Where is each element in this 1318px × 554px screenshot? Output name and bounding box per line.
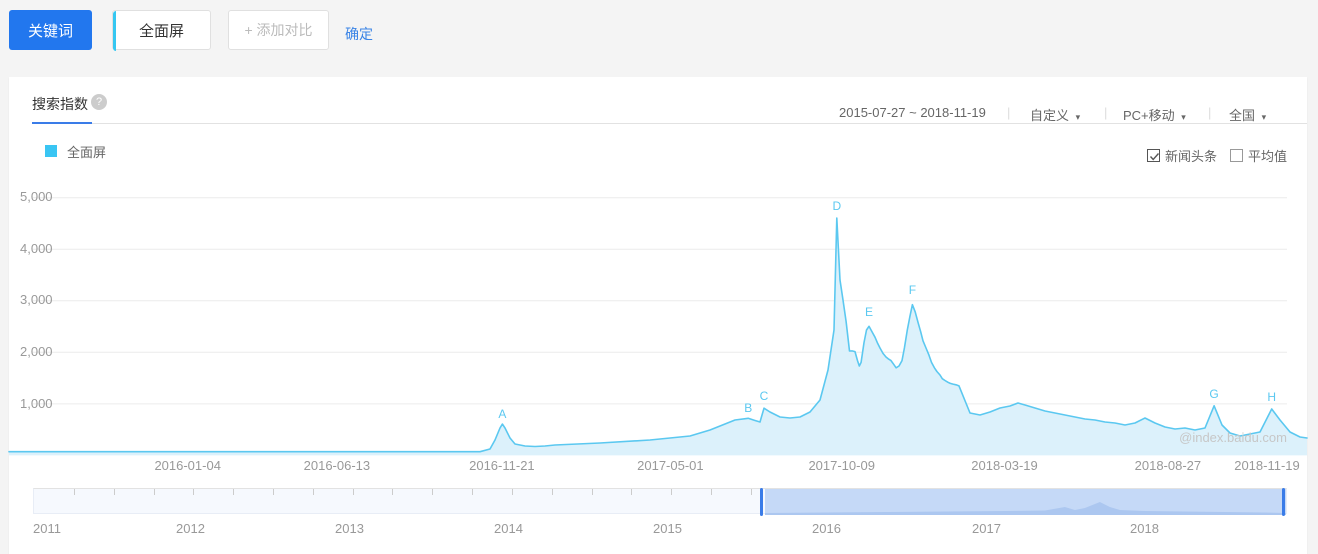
svg-text:B: B xyxy=(744,401,752,415)
svg-text:E: E xyxy=(865,305,873,319)
svg-text:D: D xyxy=(832,199,841,213)
svg-text:F: F xyxy=(909,283,916,297)
svg-text:A: A xyxy=(498,407,506,421)
svg-text:@index.baidu.com: @index.baidu.com xyxy=(1179,430,1287,445)
svg-text:C: C xyxy=(760,389,769,403)
svg-text:G: G xyxy=(1209,387,1218,401)
svg-text:H: H xyxy=(1267,390,1276,404)
